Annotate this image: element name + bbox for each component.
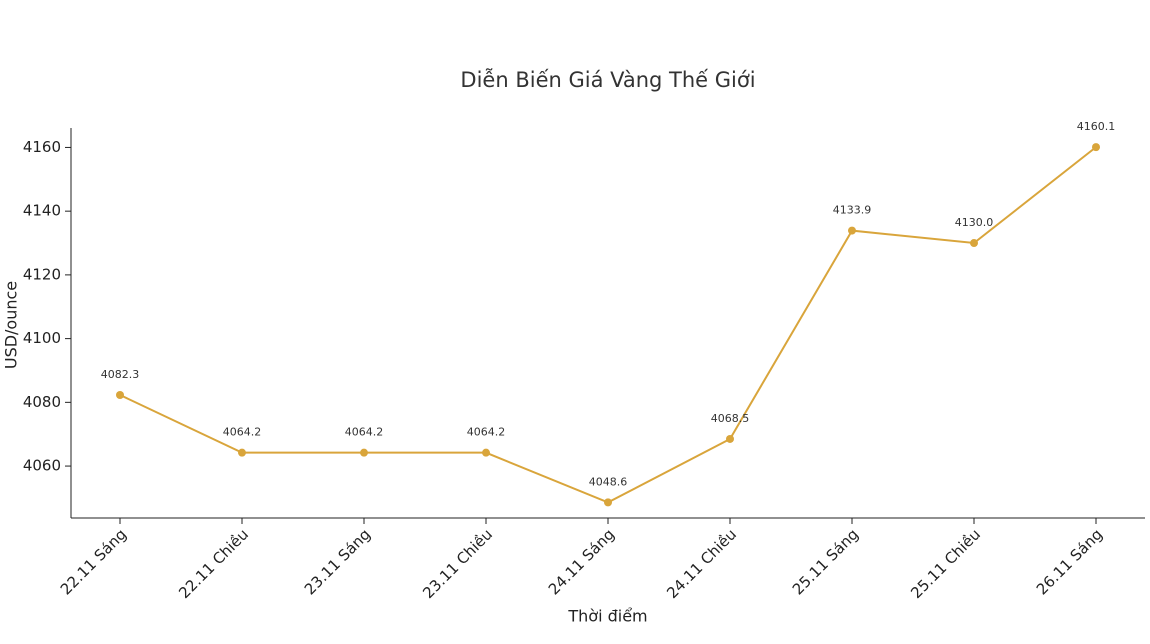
y-tick-label: 4060 (23, 457, 61, 475)
y-tick-label: 4100 (23, 329, 61, 347)
x-tick-label: 22.11 Chiều (175, 525, 252, 602)
value-label: 4130.0 (955, 216, 994, 229)
x-tick-label: 26.11 Sáng (1033, 525, 1106, 598)
value-label: 4068.5 (711, 412, 750, 425)
point (726, 434, 734, 443)
value-label: 4064.2 (223, 426, 262, 439)
value-label: 4082.3 (101, 368, 140, 381)
point (482, 448, 490, 457)
value-label: 4064.2 (345, 426, 384, 439)
x-tick-label: 25.11 Sáng (789, 525, 862, 598)
x-tick-label: 22.11 Sáng (57, 525, 130, 598)
chart-title: Diễn Biến Giá Vàng Thế Giới (460, 67, 755, 92)
value-label: 4064.2 (467, 426, 506, 439)
point (1092, 143, 1100, 152)
point (116, 391, 124, 400)
y-axis-label: USD/ounce (2, 281, 21, 369)
x-axis-label: Thời điểm (567, 607, 647, 626)
x-tick-label: 25.11 Chiều (907, 525, 984, 602)
y-tick-label: 4080 (23, 393, 61, 411)
x-tick-label: 24.11 Chiều (663, 525, 740, 602)
value-label: 4048.6 (589, 475, 628, 488)
point (970, 239, 978, 248)
point (238, 448, 246, 457)
value-label: 4160.1 (1077, 120, 1116, 133)
y-tick-label: 4140 (23, 202, 61, 220)
value-label: 4133.9 (833, 204, 872, 217)
y-tick-label: 4160 (23, 138, 61, 156)
x-tick-label: 23.11 Chiều (419, 525, 496, 602)
y-tick-label: 4120 (23, 265, 61, 283)
x-tick-label: 23.11 Sáng (301, 525, 374, 598)
point (848, 226, 856, 235)
point (360, 448, 368, 457)
line (119, 146, 1097, 504)
point (604, 498, 612, 507)
x-tick-label: 24.11 Sáng (545, 525, 618, 598)
